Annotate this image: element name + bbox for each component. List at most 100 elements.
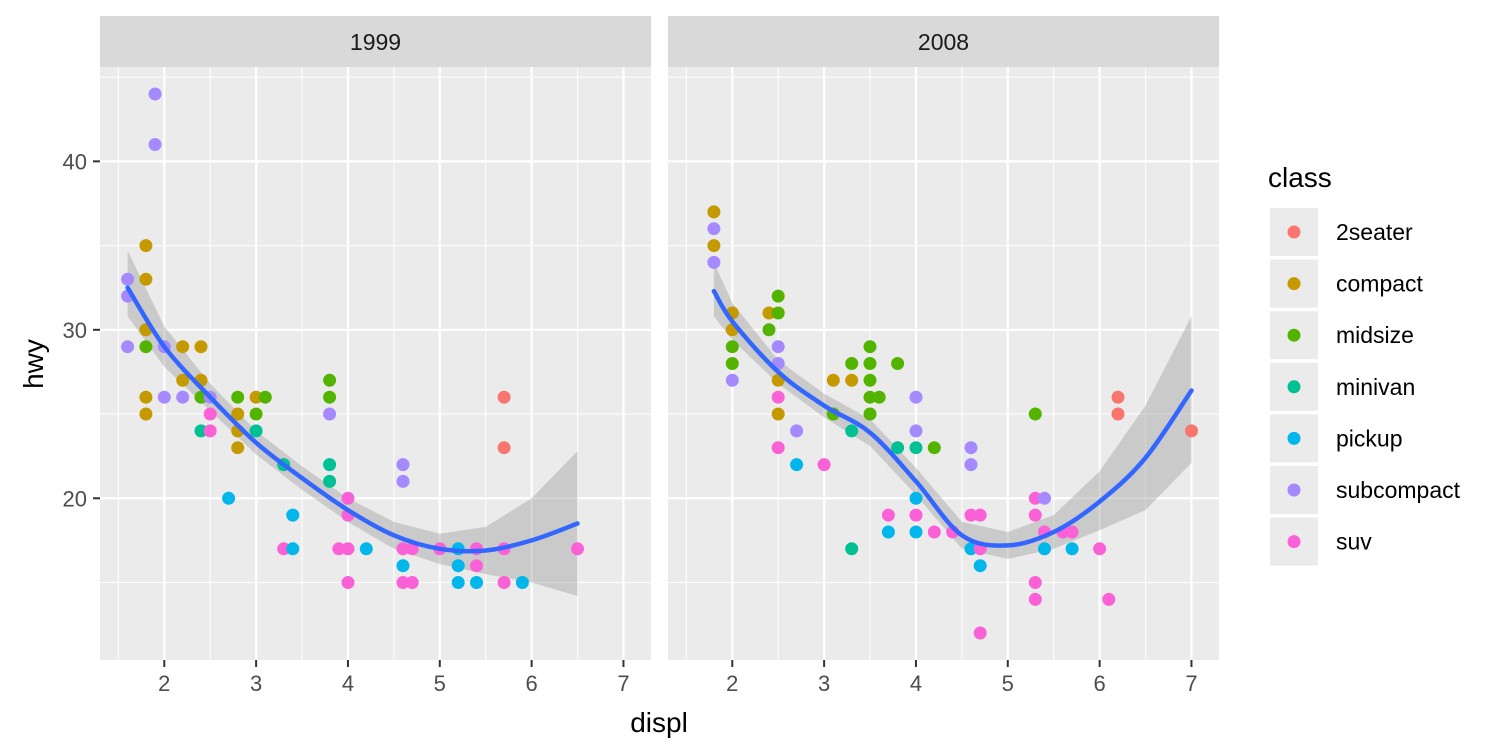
y-tick-label: 20 xyxy=(63,486,87,511)
data-point xyxy=(139,407,153,421)
data-point xyxy=(194,424,208,438)
legend-key-point xyxy=(1287,225,1301,239)
data-point xyxy=(964,508,978,522)
legend-key-point xyxy=(1287,277,1301,291)
data-point xyxy=(497,576,511,589)
data-point xyxy=(121,340,135,354)
data-point xyxy=(1111,407,1125,421)
data-point xyxy=(405,576,419,589)
data-point xyxy=(863,407,877,421)
data-point xyxy=(845,424,859,438)
data-point xyxy=(1028,592,1042,606)
smooth-confidence-band xyxy=(127,250,578,596)
data-point xyxy=(405,542,419,556)
data-point xyxy=(891,357,905,370)
legend-label: subcompact xyxy=(1336,477,1461,503)
x-tick-label: 2 xyxy=(158,671,170,696)
legend-label: 2seater xyxy=(1336,219,1413,245)
legend-key-point xyxy=(1287,431,1301,445)
legend-label: suv xyxy=(1336,529,1372,555)
y-tick-label: 30 xyxy=(63,318,87,343)
data-point xyxy=(771,441,785,455)
legend-key-point xyxy=(1287,328,1301,342)
data-point xyxy=(1065,542,1079,556)
data-point xyxy=(707,239,721,253)
data-point xyxy=(341,542,355,556)
data-point xyxy=(231,390,245,404)
legend-label: midsize xyxy=(1336,322,1414,348)
data-point xyxy=(863,357,877,370)
data-point xyxy=(771,390,785,404)
data-point xyxy=(863,390,877,404)
x-tick-label: 7 xyxy=(617,671,629,696)
data-point xyxy=(909,390,923,404)
data-point xyxy=(909,491,923,505)
data-point xyxy=(1093,542,1107,556)
data-point xyxy=(881,525,895,539)
data-point xyxy=(845,357,859,370)
data-point xyxy=(927,525,941,539)
data-point xyxy=(194,340,208,354)
data-point xyxy=(1038,542,1051,556)
legend-key-point xyxy=(1287,380,1301,394)
x-tick-label: 2 xyxy=(726,671,738,696)
x-tick-label: 3 xyxy=(818,671,830,696)
confidence-band xyxy=(127,250,578,596)
data-point xyxy=(515,576,529,589)
x-tick-label: 4 xyxy=(910,671,922,696)
data-point xyxy=(964,441,978,455)
x-tick-label: 6 xyxy=(525,671,537,696)
data-point xyxy=(863,340,877,354)
data-point xyxy=(470,559,483,573)
data-point xyxy=(323,390,337,404)
data-point xyxy=(277,542,291,556)
data-point xyxy=(451,576,465,589)
data-point xyxy=(470,576,483,589)
data-point xyxy=(909,424,923,438)
data-point xyxy=(1028,508,1042,522)
panel-grid xyxy=(100,67,651,660)
y-axis-ticks: 20 30 40 xyxy=(63,149,100,511)
data-point xyxy=(790,424,804,438)
data-point xyxy=(1038,491,1051,505)
data-point xyxy=(121,272,135,286)
data-point xyxy=(881,508,895,522)
data-point xyxy=(148,87,162,101)
legend: class 2seater compact midsize minivan pickup… xyxy=(1268,162,1461,566)
data-point xyxy=(1028,407,1042,421)
data-point xyxy=(927,441,941,455)
data-point xyxy=(707,222,721,236)
data-point xyxy=(497,441,511,455)
legend-label: compact xyxy=(1336,271,1424,297)
data-point xyxy=(1028,576,1042,589)
data-point xyxy=(286,508,300,522)
data-point xyxy=(826,373,840,387)
data-point xyxy=(396,458,410,472)
smooth-curve xyxy=(125,285,580,554)
data-point xyxy=(964,458,978,472)
legend-key-point xyxy=(1287,483,1301,497)
data-point xyxy=(973,559,987,573)
x-axis-title: displ xyxy=(630,707,688,738)
data-point xyxy=(845,373,859,387)
data-point xyxy=(396,474,410,488)
y-tick-label: 40 xyxy=(63,149,87,174)
data-point xyxy=(790,458,804,472)
y-axis-title: hwy xyxy=(18,339,49,389)
data-point xyxy=(249,407,263,421)
smooth-curve xyxy=(711,288,1194,548)
facet-strip-label: 1999 xyxy=(350,29,401,55)
data-point xyxy=(973,626,987,640)
data-point xyxy=(771,407,785,421)
data-point xyxy=(286,542,300,556)
data-point xyxy=(845,542,859,556)
data-point xyxy=(1028,491,1042,505)
data-point xyxy=(863,373,877,387)
data-point xyxy=(762,323,776,337)
scatter-points xyxy=(707,205,1198,640)
facet-panel: 1999 2 3 4 5 6 7 xyxy=(100,16,651,696)
data-point xyxy=(139,390,153,404)
data-point xyxy=(964,542,978,556)
data-point xyxy=(1111,390,1125,404)
